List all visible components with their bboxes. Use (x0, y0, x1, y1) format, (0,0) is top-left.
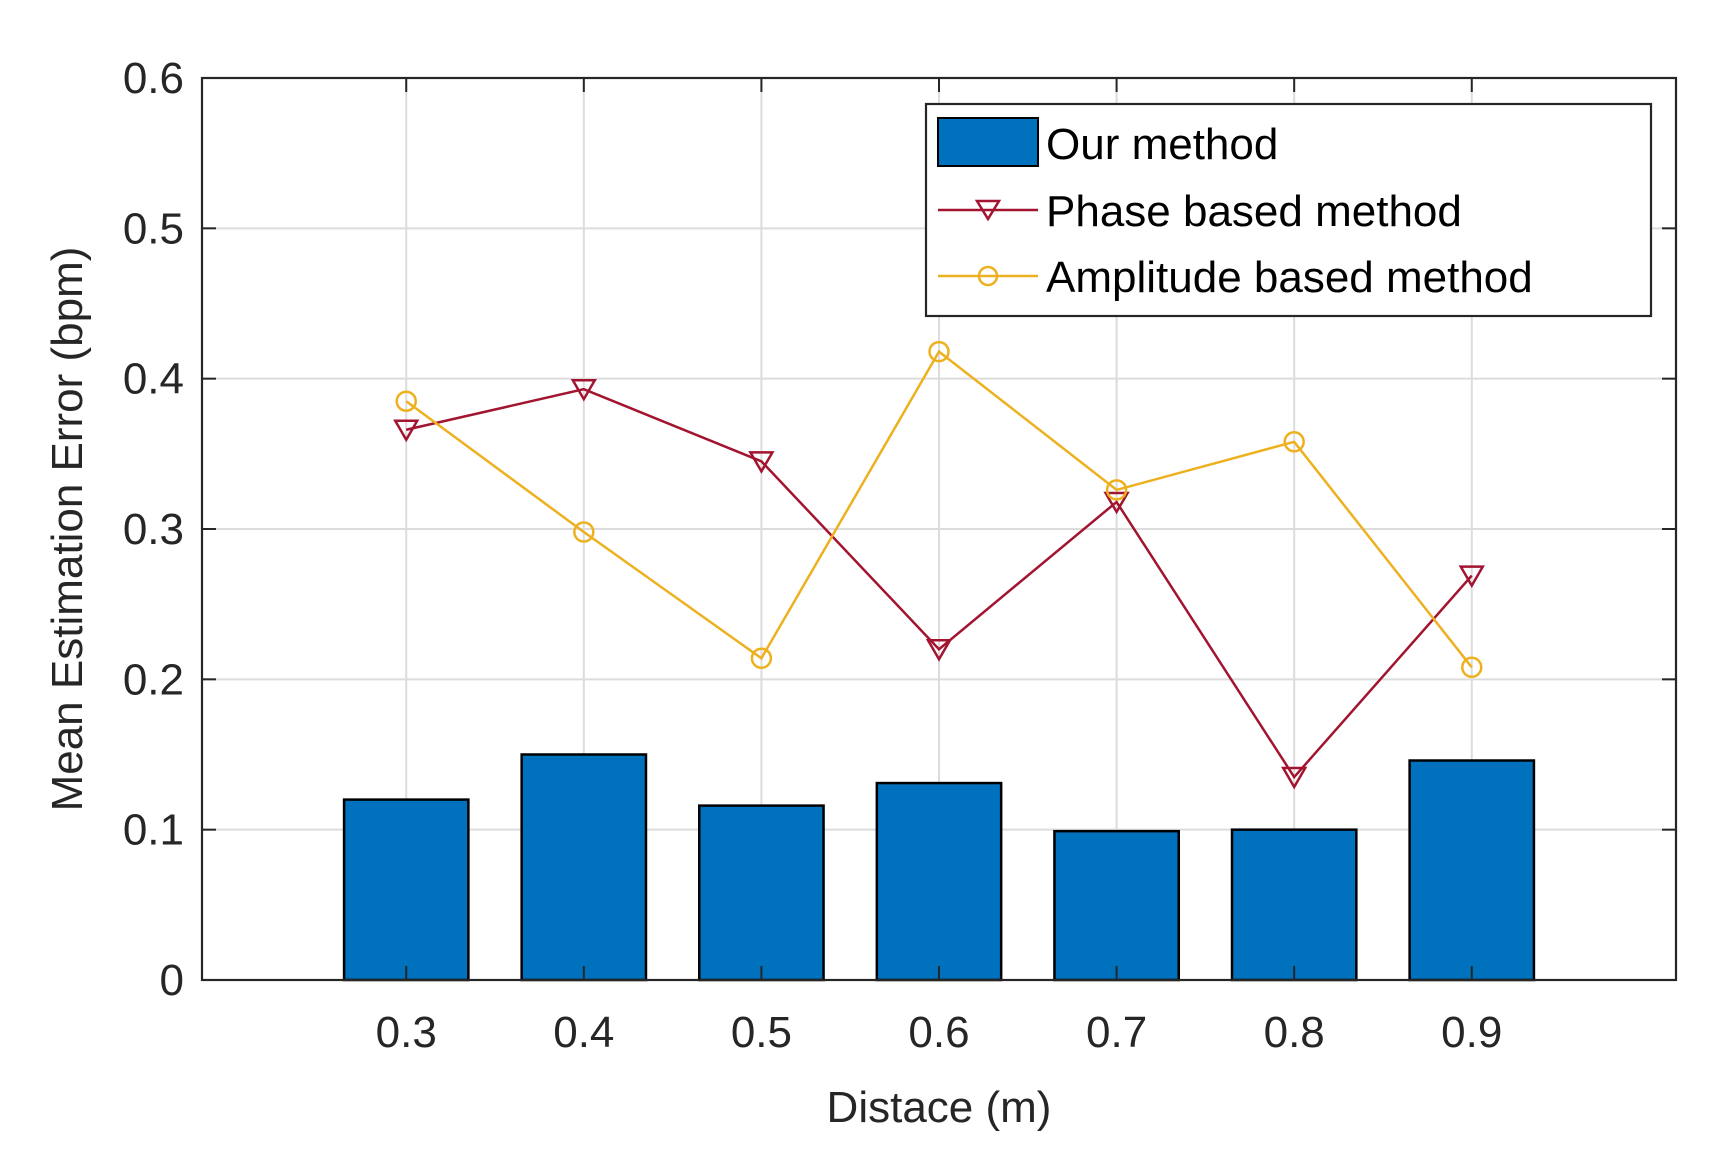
x-axis-label: Distace (m) (827, 1083, 1052, 1132)
x-tick-label: 0.3 (376, 1008, 437, 1057)
series-line-triangle-down (405, 387, 1473, 780)
axis-ticks (202, 77, 1676, 981)
data-point-circle (928, 340, 950, 363)
tick-labels: 0.3 0.4 0.5 0.6 0.7 0.8 0.9 0 0.1 0.2 0.3 0.4 0.5 0.6 (123, 54, 1503, 1057)
x-tick-label: 0.4 (553, 1008, 614, 1057)
bar-series-our-method (342, 753, 1536, 982)
series-line-circle (405, 349, 1473, 669)
legend-marker-amplitude (977, 265, 999, 287)
data-point-triangle (1458, 565, 1485, 589)
line-series (393, 340, 1485, 790)
bar (1053, 829, 1180, 982)
bar (342, 798, 470, 982)
x-tick-label: 0.5 (731, 1008, 792, 1057)
data-point-circle (750, 647, 773, 670)
y-tick-label: 0.3 (123, 505, 184, 554)
legend-label-phase: Phase based method (1046, 187, 1462, 236)
bar (520, 753, 648, 982)
y-tick-label: 0.6 (123, 54, 184, 103)
x-tick-label: 0.6 (908, 1008, 969, 1057)
legend-label-our-method: Our method (1046, 120, 1278, 169)
data-point-triangle (1281, 766, 1308, 790)
data-point-circle (573, 521, 595, 543)
y-tick-label: 0 (160, 956, 184, 1005)
data-point-circle (1461, 656, 1483, 679)
legend: Our method Phase based method Amplitude … (924, 102, 1653, 318)
legend-box (924, 102, 1653, 318)
data-point-circle (1105, 479, 1128, 501)
x-tick-label: 0.9 (1441, 1008, 1502, 1057)
bar (1408, 759, 1536, 982)
y-tick-label: 0.4 (123, 355, 184, 404)
bar (1230, 828, 1358, 982)
legend-swatch-our-method (937, 117, 1039, 167)
data-point-triangle (393, 419, 420, 443)
bar (698, 804, 825, 982)
x-tick-label: 0.7 (1086, 1008, 1147, 1057)
data-point-triangle (748, 451, 775, 474)
bar (875, 781, 1003, 982)
data-point-circle (395, 390, 417, 412)
data-point-circle (1283, 431, 1305, 453)
legend-label-amplitude: Amplitude based method (1046, 253, 1533, 302)
data-point-triangle (1103, 491, 1130, 515)
data-point-triangle (925, 639, 953, 662)
y-tick-label: 0.2 (123, 655, 184, 704)
legend-marker-phase (974, 199, 1002, 222)
data-point-triangle (570, 378, 597, 402)
y-tick-label: 0.5 (123, 204, 184, 253)
y-tick-label: 0.1 (123, 806, 184, 855)
y-axis-label: Mean Estimation Error (bpm) (43, 247, 92, 812)
x-tick-label: 0.8 (1264, 1008, 1325, 1057)
